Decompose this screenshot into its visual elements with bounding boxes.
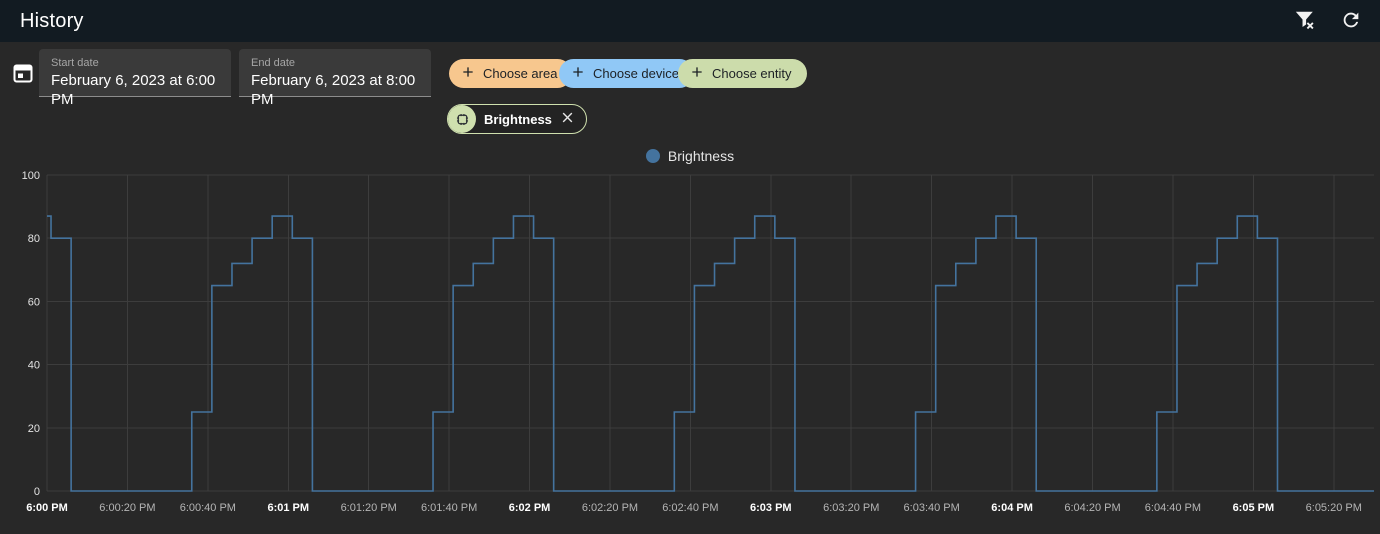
calendar-icon [11,61,35,85]
refresh-button[interactable] [1338,8,1364,34]
x-axis-tick-label: 6:04:40 PM [1145,502,1201,514]
brightness-history-chart[interactable]: 6:00 PM 6:00:20 PM 6:00:40 PM 6:01 PM 6:01:2… [0,168,1380,534]
choose-device-label: Choose device [593,66,679,81]
filter-remove-icon [1294,9,1316,34]
choose-area-chip[interactable]: Choose area [449,59,573,88]
y-axis-tick-label: 20 [28,423,40,435]
x-axis-tick-label: 6:03:20 PM [823,502,879,514]
x-axis-tick-label: 6:02:40 PM [662,502,718,514]
x-axis-tick-label: 6:00 PM [26,502,68,514]
y-axis-tick-label: 100 [22,170,40,182]
x-axis-tick-label: 6:04 PM [991,502,1033,514]
app-header: History [0,0,1380,42]
refresh-icon [1340,9,1362,34]
remove-filters-button[interactable] [1292,8,1318,34]
x-axis-tick-label: 6:01:20 PM [341,502,397,514]
legend-dot-icon [645,149,660,163]
entity-shape-icon [448,105,476,133]
y-axis-tick-label: 40 [28,360,40,372]
close-icon [561,111,574,127]
x-axis-tick-label: 6:01 PM [267,502,309,514]
plus-icon [689,64,705,83]
page-title: History [20,9,84,32]
y-axis-tick-label: 0 [34,486,40,498]
x-axis-tick-label: 6:03:40 PM [904,502,960,514]
choose-entity-chip[interactable]: Choose entity [678,59,807,88]
start-date-field[interactable]: Start date February 6, 2023 at 6:00 PM [39,49,231,108]
choose-device-chip[interactable]: Choose device [559,59,694,88]
x-axis-tick-label: 6:05:20 PM [1306,502,1362,514]
remove-entity-button[interactable] [560,111,576,127]
x-axis-tick-label: 6:04:20 PM [1064,502,1120,514]
x-axis-tick-label: 6:02 PM [509,502,551,514]
end-date-label: End date [251,57,296,69]
chart-legend-brightness[interactable]: Brightness [0,147,1380,165]
plus-icon [570,64,586,83]
y-axis-tick-label: 80 [28,233,40,245]
x-axis-tick-label: 6:02:20 PM [582,502,638,514]
x-axis-tick-label: 6:00:20 PM [99,502,155,514]
x-axis-tick-label: 6:00:40 PM [180,502,236,514]
header-actions [1292,8,1364,34]
end-date-value: February 6, 2023 at 8:00 PM [251,72,416,108]
x-axis-tick-label: 6:03 PM [750,502,792,514]
x-axis-tick-label: 6:01:40 PM [421,502,477,514]
series-line-brightness [47,215,1374,492]
plus-icon [460,64,476,83]
end-date-field[interactable]: End date February 6, 2023 at 8:00 PM [239,49,431,108]
selected-entity-label: Brightness [484,111,552,127]
selected-entity-chip-brightness[interactable]: Brightness [447,104,587,134]
start-date-label: Start date [51,57,99,69]
y-axis-tick-label: 60 [28,296,40,308]
legend-label: Brightness [667,148,735,164]
choose-area-label: Choose area [483,66,558,81]
start-date-value: February 6, 2023 at 6:00 PM [51,72,216,108]
choose-entity-label: Choose entity [712,66,792,81]
x-axis-tick-label: 6:05 PM [1233,502,1275,514]
